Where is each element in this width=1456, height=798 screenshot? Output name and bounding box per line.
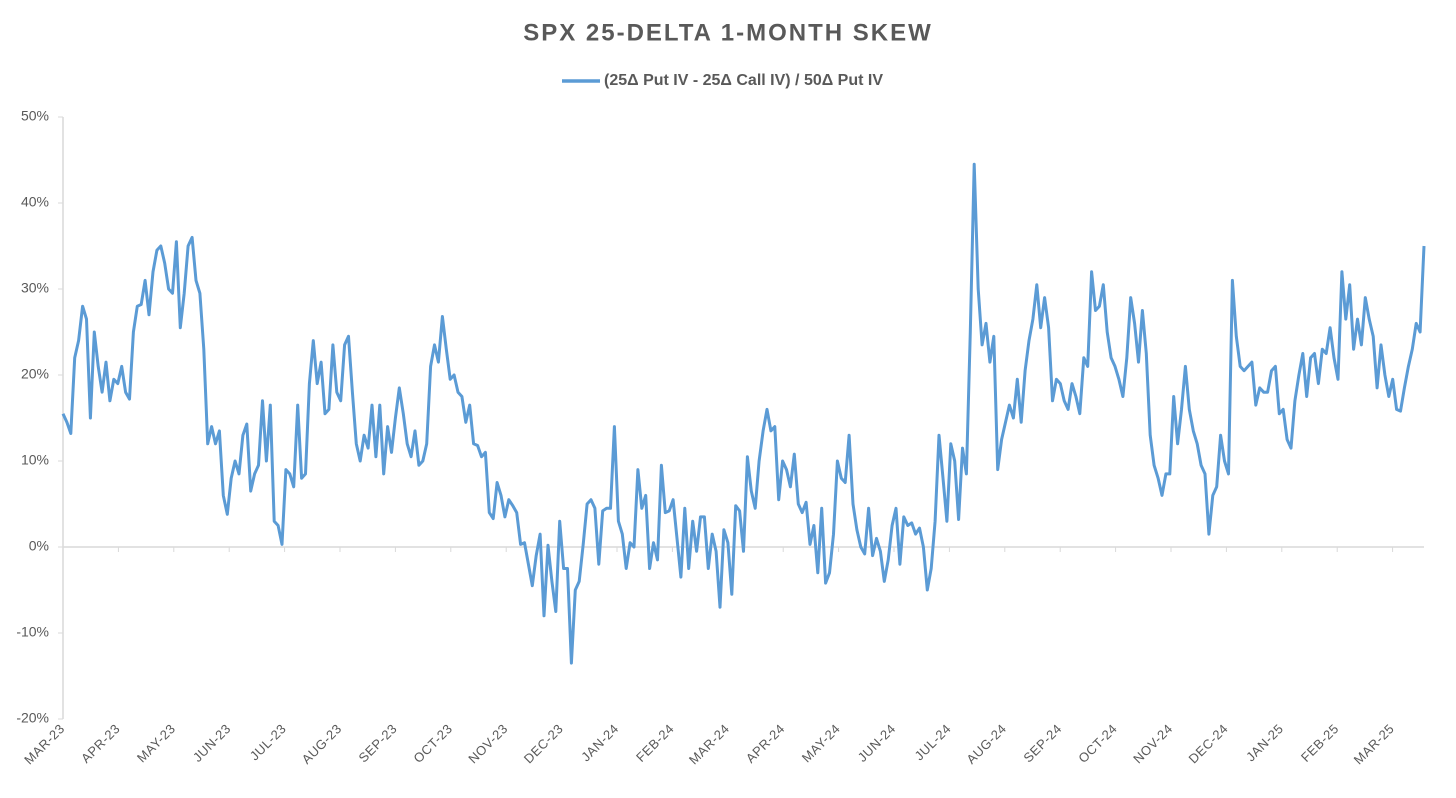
x-tick-label: MAR-25 (1351, 721, 1397, 767)
x-tick-label: MAY-23 (134, 721, 178, 765)
x-tick-label: AUG-23 (299, 721, 345, 767)
line (61, 162, 1426, 665)
y-tick-label: -20% (16, 710, 49, 726)
legend-label: (25Δ Put IV - 25Δ Call IV) / 50Δ Put IV (604, 72, 883, 89)
y-tick-label: 30% (21, 280, 49, 296)
x-tick-label: DEC-23 (521, 721, 566, 766)
y-tick-label: 40% (21, 194, 49, 210)
x-tick-label: APR-23 (78, 721, 123, 766)
y-tick-label: 10% (21, 452, 49, 468)
x-tick-label: MAY-24 (799, 721, 843, 765)
y-tick-label: 0% (29, 538, 49, 554)
x-tick-label: MAR-24 (686, 721, 732, 767)
x-tick-label: OCT-24 (1075, 721, 1120, 766)
x-tick-label: JUN-23 (190, 721, 234, 765)
x-tick-label: FEB-25 (1298, 721, 1342, 765)
x-tick-label: JUL-24 (912, 721, 954, 763)
x-tick-label: SEP-23 (356, 721, 400, 765)
y-tick-label: -10% (16, 624, 49, 640)
x-tick-label: JAN-24 (578, 721, 621, 764)
x-tick-label: MAR-23 (21, 721, 67, 767)
x-tick-label: SEP-24 (1020, 721, 1064, 765)
x-tick-label: AUG-24 (963, 721, 1009, 767)
x-tick-label: JUL-23 (247, 721, 289, 763)
chart-title: SPX 25-DELTA 1-MONTH SKEW (523, 19, 933, 46)
x-tick-label: JAN-25 (1243, 721, 1286, 764)
x-tick-label: JUN-24 (855, 721, 899, 765)
x-tick-label: OCT-23 (410, 721, 455, 766)
x-tick-label: NOV-23 (465, 721, 510, 766)
y-tick-label: 20% (21, 366, 49, 382)
y-tick-label: 50% (21, 108, 49, 124)
x-tick-label: FEB-24 (633, 721, 677, 765)
x-tick-label: APR-24 (743, 721, 788, 766)
x-tick-label: NOV-24 (1130, 721, 1175, 766)
x-tick-label: DEC-24 (1186, 721, 1231, 766)
